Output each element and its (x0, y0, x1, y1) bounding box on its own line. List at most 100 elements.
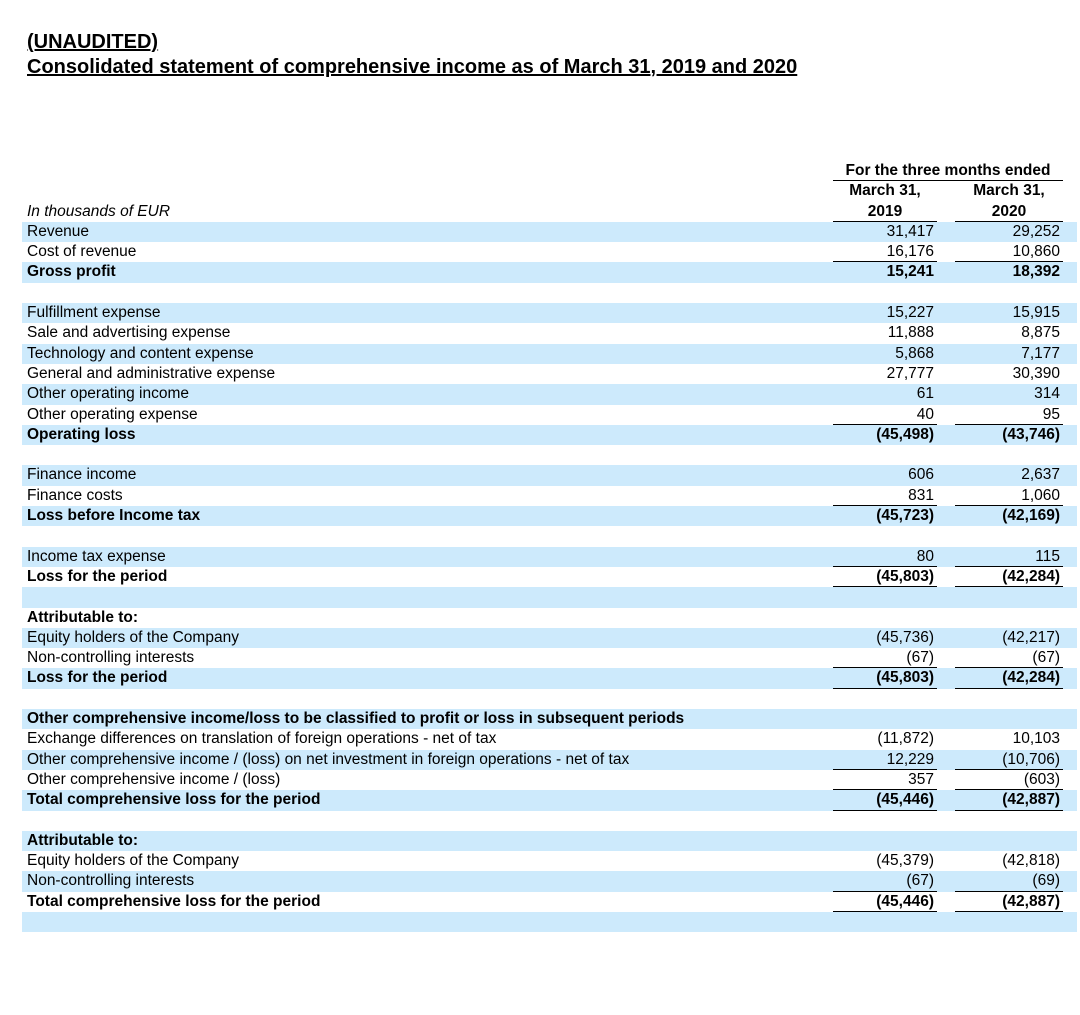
value-2020: (603) (955, 770, 1063, 791)
row-endpad (1063, 425, 1077, 445)
value-2019 (833, 689, 937, 709)
column-gap (937, 344, 955, 364)
column-gap (937, 689, 955, 709)
row-endpad (1063, 770, 1077, 790)
column-gap (937, 811, 955, 831)
column-gap (937, 831, 955, 851)
row-endpad (1063, 506, 1077, 526)
value-2019 (833, 526, 937, 546)
table-row: Loss before Income tax (45,723) (42,169) (22, 506, 1077, 527)
column-gap (937, 202, 955, 222)
table-row: Equity holders of the Company (45,736) (42… (22, 627, 1077, 649)
row-endpad (1063, 567, 1077, 587)
value-2020: 29,252 (1012, 222, 1060, 240)
row-endpad (1063, 242, 1077, 262)
column-gap (937, 871, 955, 891)
income-statement-table: For the three months ended March 31, Mar… (22, 161, 1077, 933)
column-gap (937, 425, 955, 445)
table-row: Attributable to: (22, 608, 1077, 628)
col-2020-month: March 31, (973, 182, 1045, 200)
value-2020: (43,746) (1002, 425, 1060, 443)
value-2020 (955, 283, 1063, 303)
row-endpad (1063, 912, 1077, 932)
table-row: Revenue 31,417 29,252 (22, 221, 1077, 243)
value-2019: 27,777 (886, 364, 934, 382)
value-2019: 12,229 (833, 750, 937, 770)
row-label: Other comprehensive income / (loss) (27, 770, 281, 788)
row-endpad (1063, 851, 1077, 871)
table-row: Other comprehensive income / (loss) 357 (6… (22, 770, 1077, 791)
row-endpad (1063, 831, 1077, 851)
value-2020: (42,887) (955, 790, 1063, 811)
row-label: Attributable to: (27, 831, 139, 849)
units-label: In thousands of EUR (27, 202, 171, 220)
row-label: Non-controlling interests (27, 872, 195, 890)
column-gap (937, 384, 955, 404)
table-row: Operating loss (45,498) (43,746) (22, 424, 1077, 446)
row-label: Fulfillment expense (27, 304, 161, 322)
value-2019: (45,446) (833, 892, 937, 912)
row-endpad (1063, 323, 1077, 343)
column-gap (937, 912, 955, 932)
value-2019: (67) (833, 871, 937, 892)
value-2020: 10,103 (1012, 730, 1060, 748)
value-2019: (11,872) (877, 730, 934, 748)
column-gap (937, 750, 955, 770)
col-2019-month: March 31, (849, 182, 921, 200)
row-endpad (1063, 405, 1077, 425)
row-endpad (1063, 892, 1077, 912)
value-2019: (45,379) (876, 852, 934, 870)
row-label: Equity holders of the Company (27, 628, 239, 646)
unaudited-label: (UNAUDITED) (27, 31, 159, 53)
column-gap (937, 648, 955, 668)
row-label (22, 689, 833, 709)
row-endpad (1063, 608, 1077, 628)
row-label (22, 587, 833, 607)
value-2019 (833, 587, 937, 607)
row-endpad (1063, 181, 1077, 201)
row-label: Gross profit (27, 263, 116, 281)
column-gap (937, 851, 955, 871)
value-2019: 15,241 (886, 263, 934, 281)
period-header: For the three months ended (833, 161, 1063, 182)
column-header-row-year: In thousands of EUR 2019 2020 (22, 202, 1077, 222)
value-2019 (833, 445, 937, 465)
row-label: Loss for the period (27, 669, 168, 687)
column-gap (937, 608, 955, 628)
value-2020: 95 (955, 405, 1063, 425)
value-2020: (42,818) (1002, 852, 1060, 870)
value-2020: (10,706) (955, 750, 1063, 770)
value-2019: (45,736) (876, 628, 934, 646)
header-spacer (22, 181, 833, 201)
column-gap (937, 303, 955, 323)
table-row: Sale and advertising expense 11,888 8,875 (22, 323, 1077, 343)
value-2019: (45,723) (876, 507, 934, 525)
value-2019: (45,446) (833, 790, 937, 811)
column-gap (937, 892, 955, 912)
table-row: Equity holders of the Company (45,379) (42… (22, 851, 1077, 871)
value-2020: (42,887) (955, 892, 1063, 912)
table-row: Gross profit 15,241 18,392 (22, 262, 1077, 283)
table-row: Finance income 606 2,637 (22, 465, 1077, 486)
row-endpad (1063, 161, 1077, 181)
row-endpad (1063, 445, 1077, 465)
value-2019: 357 (833, 770, 937, 791)
value-2020: 15,915 (1012, 304, 1060, 322)
row-label: Revenue (27, 222, 90, 240)
column-gap (937, 364, 955, 384)
row-label: Attributable to: (27, 608, 139, 626)
value-2019 (833, 709, 937, 729)
table-row: Cost of revenue 16,176 10,860 (22, 242, 1077, 263)
value-2020 (955, 912, 1063, 932)
table-row: Other operating expense 40 95 (22, 405, 1077, 425)
row-label: Equity holders of the Company (27, 852, 239, 870)
document-header: (UNAUDITED) Consolidated statement of co… (27, 30, 797, 80)
value-2020 (955, 445, 1063, 465)
row-endpad (1063, 384, 1077, 404)
value-2019: 16,176 (833, 242, 937, 263)
table-row: Income tax expense 80 115 (22, 546, 1077, 567)
spacer-row (22, 587, 1077, 608)
row-label: Non-controlling interests (27, 649, 195, 667)
column-gap (937, 628, 955, 648)
spacer-row (22, 283, 1077, 303)
